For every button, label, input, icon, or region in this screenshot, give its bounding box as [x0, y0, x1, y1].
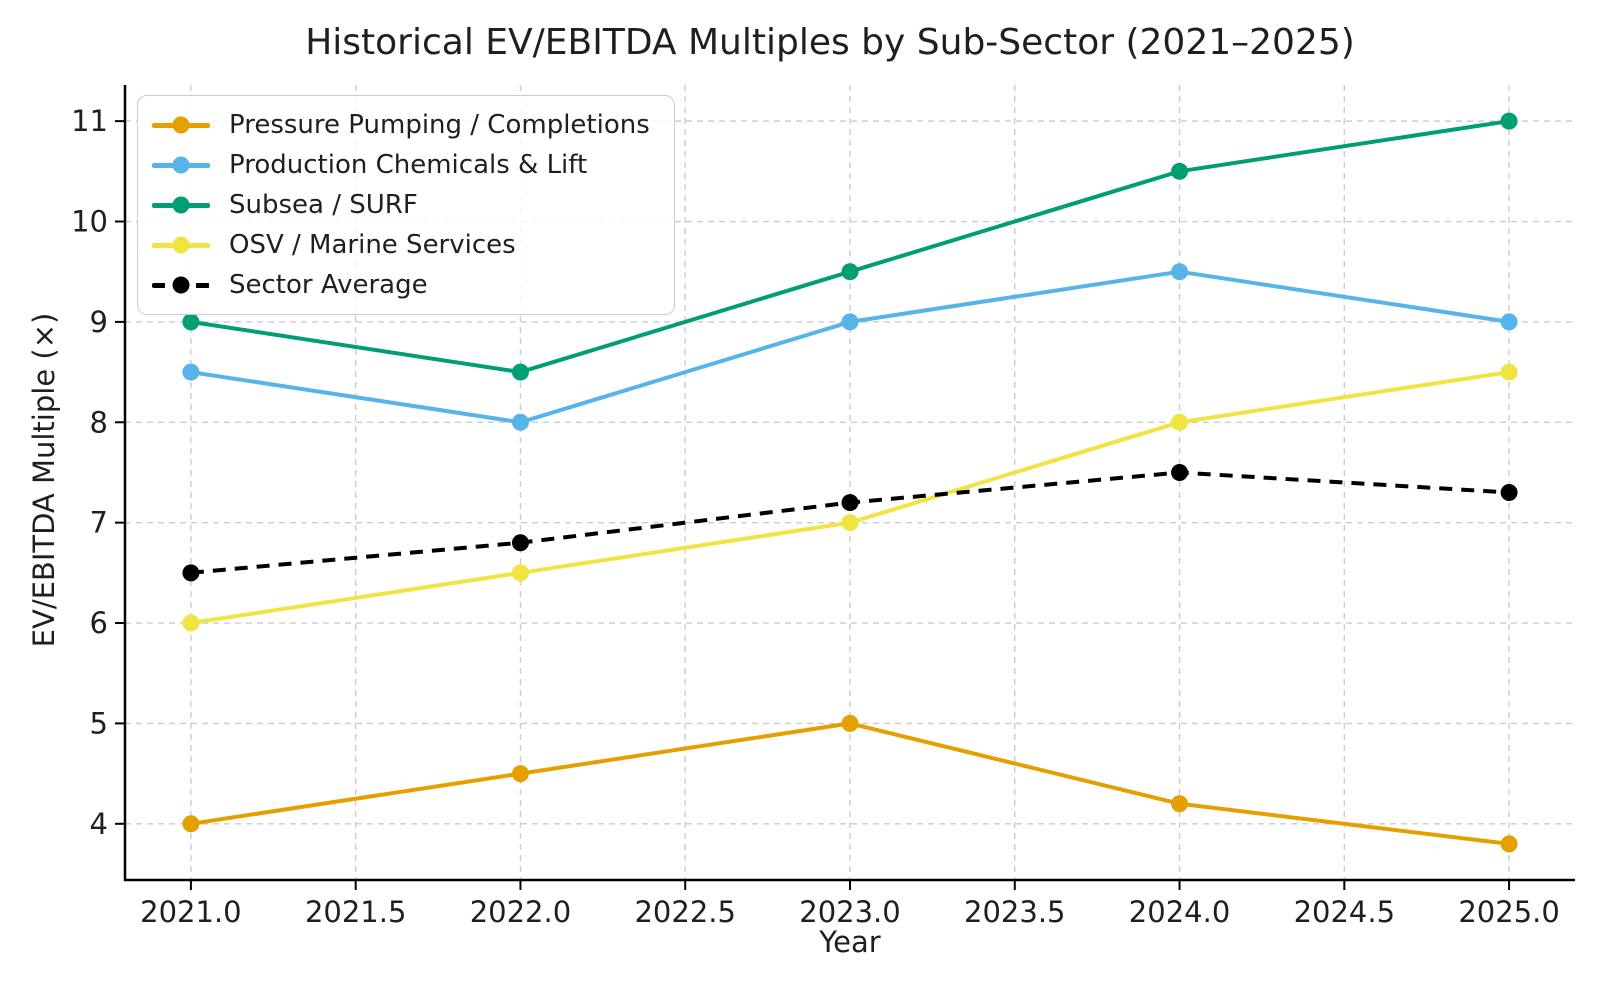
data-point-pressure-pumping-completions — [182, 815, 200, 833]
data-point-osv-marine-services — [1500, 363, 1518, 381]
legend-entry-pressure-pumping-completions: Pressure Pumping / Completions — [152, 105, 650, 145]
legend-label: Production Chemicals & Lift — [229, 150, 588, 180]
data-point-pressure-pumping-completions — [1500, 835, 1518, 853]
data-point-pressure-pumping-completions — [841, 714, 859, 732]
y-tick-label: 11 — [71, 104, 108, 138]
legend-entry-production-chemicals-lift: Production Chemicals & Lift — [152, 145, 650, 185]
x-tick-label: 2023.5 — [964, 895, 1065, 929]
x-tick-label: 2022.0 — [470, 895, 571, 929]
data-point-production-chemicals-lift — [1171, 263, 1189, 281]
x-tick-label: 2024.0 — [1129, 895, 1230, 929]
data-point-osv-marine-services — [511, 564, 529, 582]
data-point-production-chemicals-lift — [1500, 313, 1518, 331]
data-point-subsea-surf — [182, 313, 200, 331]
y-tick-label: 7 — [90, 506, 108, 540]
data-point-sector-average — [1171, 463, 1189, 481]
x-tick-label: 2024.5 — [1294, 895, 1395, 929]
legend-swatch-icon — [152, 275, 210, 295]
x-tick-label: 2023.0 — [799, 895, 900, 929]
data-point-sector-average — [182, 564, 200, 582]
legend-entry-subsea-surf: Subsea / SURF — [152, 185, 650, 225]
x-axis-title: Year — [819, 925, 881, 959]
legend-swatch-icon — [152, 115, 210, 135]
data-point-pressure-pumping-completions — [1171, 795, 1189, 813]
data-point-osv-marine-services — [182, 614, 200, 632]
data-point-osv-marine-services — [841, 514, 859, 532]
legend-entry-osv-marine-services: OSV / Marine Services — [152, 225, 650, 265]
data-point-production-chemicals-lift — [841, 313, 859, 331]
data-point-subsea-surf — [511, 363, 529, 381]
y-tick-label: 10 — [71, 205, 108, 239]
y-tick-label: 8 — [90, 405, 108, 439]
data-point-osv-marine-services — [1171, 413, 1189, 431]
data-point-subsea-surf — [1500, 112, 1518, 130]
data-point-sector-average — [841, 494, 859, 512]
data-point-pressure-pumping-completions — [511, 765, 529, 783]
data-point-production-chemicals-lift — [182, 363, 200, 381]
data-point-subsea-surf — [841, 263, 859, 281]
legend: Pressure Pumping / Completions Productio… — [137, 95, 675, 315]
legend-swatch-icon — [152, 155, 210, 175]
data-point-sector-average — [1500, 484, 1518, 502]
chart-title: Historical EV/EBITDA Multiples by Sub-Se… — [305, 22, 1355, 63]
legend-swatch-icon — [152, 195, 210, 215]
x-tick-label: 2021.0 — [140, 895, 241, 929]
legend-entry-sector-average: Sector Average — [152, 265, 650, 305]
x-tick-label: 2025.0 — [1458, 895, 1559, 929]
data-point-sector-average — [511, 534, 529, 552]
data-point-production-chemicals-lift — [511, 413, 529, 431]
y-tick-label: 5 — [90, 706, 108, 740]
x-tick-label: 2021.5 — [305, 895, 406, 929]
y-tick-label: 6 — [90, 606, 108, 640]
y-tick-label: 4 — [90, 807, 108, 841]
y-tick-label: 9 — [90, 305, 108, 339]
legend-swatch-icon — [152, 235, 210, 255]
data-point-subsea-surf — [1171, 162, 1189, 180]
legend-label: OSV / Marine Services — [229, 230, 516, 260]
legend-label: Sector Average — [229, 270, 428, 300]
legend-label: Subsea / SURF — [229, 190, 418, 220]
x-tick-label: 2022.5 — [634, 895, 735, 929]
legend-label: Pressure Pumping / Completions — [229, 110, 650, 140]
